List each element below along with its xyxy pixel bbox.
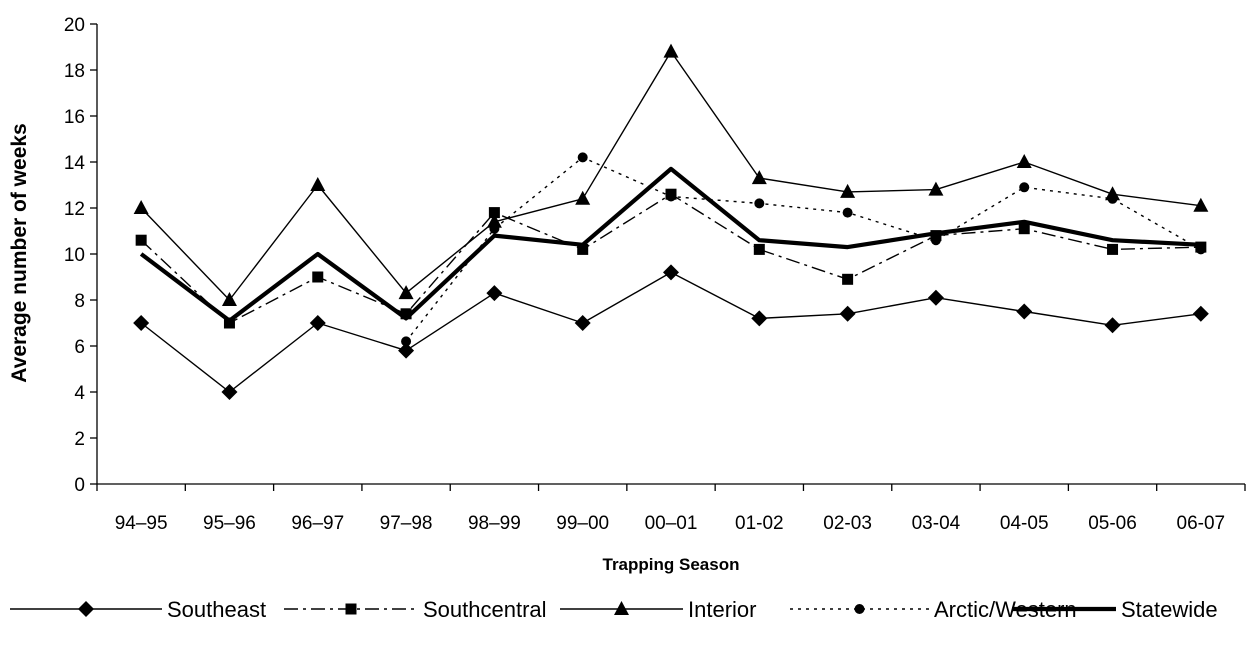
series-line-southcentral — [140, 193, 1201, 324]
series-arctic-western — [401, 152, 1206, 347]
data-point-arctic-western — [1019, 182, 1030, 193]
y-tick-label: 0 — [74, 475, 85, 496]
data-point-southcentral — [1107, 243, 1119, 255]
x-tick-label: 00–01 — [645, 513, 698, 534]
y-tick-label: 16 — [64, 107, 85, 128]
series-line-arctic-western — [405, 156, 1202, 342]
y-tick-label: 14 — [64, 153, 86, 174]
legend-item-statewide: Statewide — [1012, 597, 1218, 622]
legend: Southeast Southcentral Interior Arctic/West… — [10, 597, 1218, 622]
x-tick-label: 94–95 — [115, 513, 168, 534]
data-point-interior — [663, 43, 679, 58]
x-tick-label: 98–99 — [468, 513, 521, 534]
data-point-southcentral — [312, 271, 324, 283]
data-point-southeast — [398, 342, 415, 359]
data-point-southcentral — [753, 243, 765, 255]
data-point-interior — [310, 177, 326, 191]
data-point-southcentral — [842, 273, 854, 285]
data-point-southeast — [309, 315, 326, 331]
series-line-interior — [140, 50, 1201, 301]
x-tick-label: 04-05 — [1000, 513, 1049, 534]
y-axis-ticks: 0 2 4 6 8 10 12 14 16 18 20 — [64, 15, 97, 496]
data-point-southcentral — [577, 243, 589, 255]
data-point-southeast — [1016, 303, 1033, 320]
data-point-southeast — [1192, 305, 1209, 322]
y-tick-label: 12 — [64, 199, 85, 220]
x-tick-label: 97–98 — [380, 513, 433, 534]
data-point-southeast — [927, 289, 944, 306]
data-point-arctic-western — [666, 191, 676, 202]
y-tick-label: 18 — [64, 61, 85, 82]
legend-label-southcentral: Southcentral — [423, 597, 547, 622]
data-point-arctic-western — [401, 336, 412, 347]
data-point-arctic-western — [842, 207, 853, 218]
data-point-southeast — [221, 384, 238, 400]
data-point-southeast — [486, 285, 503, 302]
y-tick-label: 4 — [74, 383, 85, 404]
data-point-interior — [221, 292, 237, 306]
x-tick-label: 99–00 — [556, 513, 609, 534]
y-tick-label: 2 — [74, 429, 85, 450]
y-axis-title: Average number of weeks — [8, 123, 31, 383]
data-point-southeast — [839, 305, 856, 322]
data-point-southcentral — [135, 234, 147, 246]
legend-marker-interior — [614, 601, 629, 615]
x-tick-label: 96–97 — [291, 513, 344, 534]
data-point-southeast — [133, 315, 150, 331]
x-tick-label: 01-02 — [735, 513, 784, 534]
data-point-interior — [398, 285, 414, 300]
data-point-interior — [751, 170, 767, 185]
x-tick-label: 02-03 — [823, 513, 872, 534]
legend-label-southeast: Southeast — [167, 597, 266, 622]
legend-item-southcentral: Southcentral — [284, 597, 547, 622]
series-line-statewide — [139, 166, 1201, 323]
x-axis-ticks: 94–95 95–96 96–97 97–98 98–99 99–00 00–01 01-02… — [96, 484, 1246, 534]
data-point-interior — [133, 200, 149, 214]
data-point-arctic-western — [754, 198, 765, 209]
series-southeast — [133, 264, 1209, 400]
legend-item-interior: Interior — [560, 597, 756, 622]
data-point-interior — [840, 183, 856, 198]
series-southcentral — [135, 188, 1207, 329]
data-point-southcentral — [400, 308, 412, 320]
series-group — [133, 43, 1209, 400]
data-point-arctic-western — [930, 235, 941, 246]
y-tick-label: 20 — [64, 15, 85, 36]
series-interior — [133, 43, 1209, 306]
x-tick-label: 95–96 — [203, 513, 256, 534]
x-tick-label: 05-06 — [1088, 513, 1137, 534]
data-point-arctic-western — [1195, 244, 1206, 255]
data-point-interior — [1016, 154, 1032, 168]
legend-label-statewide: Statewide — [1121, 597, 1218, 622]
data-point-interior — [928, 181, 944, 196]
legend-marker-southeast — [78, 601, 94, 617]
data-point-arctic-western — [577, 152, 588, 163]
data-point-southcentral — [488, 207, 500, 219]
y-tick-label: 10 — [64, 245, 85, 266]
x-tick-label: 03-04 — [912, 513, 961, 534]
series-line-southeast — [140, 271, 1201, 393]
legend-marker-southcentral — [345, 603, 357, 615]
data-point-southcentral — [223, 317, 235, 329]
data-point-interior — [486, 213, 502, 228]
legend-marker-arctic-western — [854, 604, 865, 614]
data-point-interior — [1193, 197, 1209, 212]
x-tick-label: 06-07 — [1177, 513, 1226, 534]
data-point-arctic-western — [489, 223, 500, 234]
data-point-interior — [575, 190, 591, 205]
data-point-southeast — [751, 310, 768, 327]
series-statewide — [139, 166, 1201, 323]
y-tick-label: 6 — [74, 337, 85, 358]
data-point-southeast — [1104, 317, 1121, 334]
y-tick-label: 8 — [74, 291, 85, 312]
data-point-southeast — [574, 315, 591, 331]
data-point-arctic-western — [1107, 193, 1118, 204]
data-point-southcentral — [1018, 223, 1030, 235]
x-axis-title: Trapping Season — [603, 555, 740, 574]
data-point-southeast — [663, 264, 679, 281]
legend-item-southeast: Southeast — [10, 597, 266, 622]
legend-label-interior: Interior — [688, 597, 756, 622]
axes — [96, 24, 1245, 485]
